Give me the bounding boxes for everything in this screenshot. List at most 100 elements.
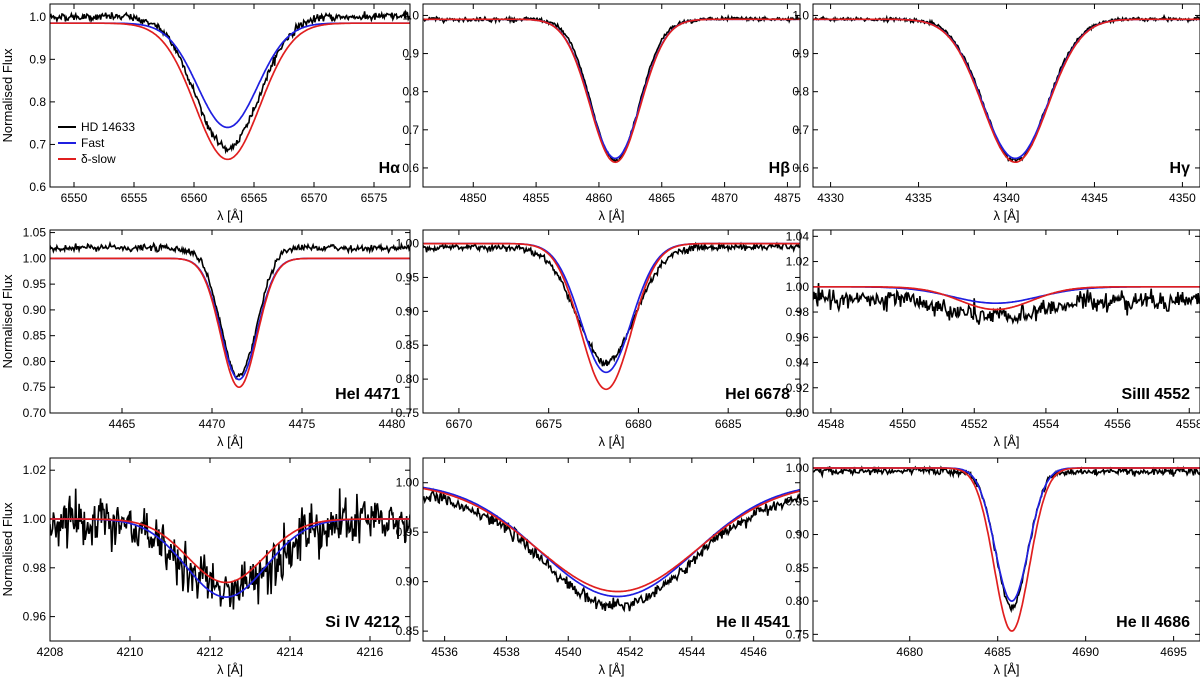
panel-8: 4536 4538 4540 4542 4544 4546 0.85 0.90 0.95 1.00… xyxy=(396,457,801,677)
x-axis-label: λ [Å] xyxy=(598,208,624,223)
x-tick-label: 4214 xyxy=(277,645,304,659)
series-slow-line xyxy=(50,257,410,389)
series-observed-line xyxy=(50,488,410,610)
x-tick-label: 4546 xyxy=(740,645,767,659)
x-tick-label: 4465 xyxy=(109,417,136,431)
series-group xyxy=(813,283,1200,325)
y-tick-label: 0.90 xyxy=(786,528,810,542)
y-tick-label: 0.90 xyxy=(23,303,47,317)
y-tick-label: 1.04 xyxy=(786,229,810,243)
y-tick-label: 0.6 xyxy=(402,161,419,175)
plot-frame xyxy=(422,457,801,642)
x-tick-label: 4210 xyxy=(117,645,144,659)
x-tick-label: 6555 xyxy=(121,191,148,205)
panel-title: Si IV 4212 xyxy=(325,614,400,631)
y-tick-label: 0.95 xyxy=(23,277,47,291)
series-observed-line xyxy=(813,13,1200,163)
y-tick-label: 0.80 xyxy=(396,372,420,386)
plot-frame xyxy=(422,3,801,188)
y-tick-label: 0.8 xyxy=(792,85,809,99)
y-axis-label: Normalised Flux xyxy=(0,48,15,142)
x-tick-label: 4695 xyxy=(1160,645,1187,659)
series-observed-line xyxy=(50,240,410,380)
panel-title: HeI 6678 xyxy=(725,386,790,403)
y-axis-label: Normalised Flux xyxy=(0,274,15,368)
y-tick-label: 1.00 xyxy=(786,280,810,294)
x-axis-label: λ [Å] xyxy=(993,434,1019,449)
x-tick-label: 4480 xyxy=(379,417,406,431)
panel-5: 6670 6675 6680 6685 0.75 0.80 0.85 0.90 0.95 1.00… xyxy=(396,229,801,449)
y-tick-label: 0.96 xyxy=(786,330,810,344)
y-tick-label: 0.6 xyxy=(792,161,809,175)
y-tick-label: 0.90 xyxy=(396,304,420,318)
y-tick-label: 0.98 xyxy=(23,561,47,575)
x-tick-label: 4208 xyxy=(37,645,64,659)
series-fast-line xyxy=(813,467,1200,602)
x-tick-label: 4538 xyxy=(493,645,520,659)
x-tick-label: 6570 xyxy=(301,191,328,205)
x-tick-label: 4680 xyxy=(896,645,923,659)
x-tick-label: 4350 xyxy=(1169,191,1196,205)
y-tick-label: 0.9 xyxy=(29,52,46,66)
series-slow-line xyxy=(813,467,1200,632)
series-fast-line xyxy=(423,242,800,374)
plot-frame xyxy=(812,457,1200,642)
series-slow-line xyxy=(423,18,800,164)
y-tick-label: 1.02 xyxy=(786,255,810,269)
y-tick-label: 0.90 xyxy=(786,406,810,420)
x-tick-label: 4475 xyxy=(289,417,316,431)
y-tick-label: 0.85 xyxy=(396,624,420,638)
y-tick-label: 0.90 xyxy=(396,575,420,589)
series-group xyxy=(50,9,410,161)
y-tick-label: 0.75 xyxy=(786,627,810,641)
y-tick-label: 0.6 xyxy=(29,180,46,194)
x-tick-label: 4335 xyxy=(905,191,932,205)
x-tick-label: 4536 xyxy=(431,645,458,659)
y-tick-label: 0.96 xyxy=(23,610,47,624)
series-slow-line xyxy=(423,487,800,593)
series-observed-line xyxy=(423,487,800,613)
y-tick-label: 1.00 xyxy=(786,461,810,475)
y-tick-label: 0.85 xyxy=(786,561,810,575)
y-axis-label: Normalised Flux xyxy=(0,502,15,596)
panel-title: Hγ xyxy=(1170,160,1191,177)
legend-label: δ-slow xyxy=(81,152,116,166)
series-slow-line xyxy=(813,18,1200,164)
y-tick-label: 1.02 xyxy=(23,463,47,477)
panel-4: 4465 4470 4475 4480 0.70 0.75 0.80 0.85 0.90 0.95… xyxy=(0,226,411,449)
series-observed-line xyxy=(813,465,1200,614)
y-tick-label: 0.75 xyxy=(23,380,47,394)
y-tick-label: 0.8 xyxy=(402,85,419,99)
x-axis-label: λ [Å] xyxy=(993,208,1019,223)
x-tick-label: 4850 xyxy=(460,191,487,205)
x-tick-label: 4540 xyxy=(555,645,582,659)
series-slow-line xyxy=(50,22,410,161)
y-tick-label: 0.80 xyxy=(786,594,810,608)
x-tick-label: 6550 xyxy=(61,191,88,205)
panel-title: He II 4541 xyxy=(716,614,790,631)
x-axis-label: λ [Å] xyxy=(217,434,243,449)
x-tick-label: 4470 xyxy=(199,417,226,431)
panel-title: He II 4686 xyxy=(1116,614,1190,631)
panel-6: 4548 4550 4552 4554 4556 4558 0.90 0.92 0.94 0.96… xyxy=(786,229,1200,449)
y-tick-label: 1.00 xyxy=(23,251,47,265)
y-tick-label: 0.94 xyxy=(786,356,810,370)
y-tick-label: 1.0 xyxy=(29,10,46,24)
x-tick-label: 6565 xyxy=(241,191,268,205)
series-group xyxy=(813,13,1200,164)
x-tick-label: 4685 xyxy=(984,645,1011,659)
x-tick-label: 6685 xyxy=(715,417,742,431)
x-axis-label: λ [Å] xyxy=(217,662,243,677)
y-tick-label: 0.98 xyxy=(786,305,810,319)
x-tick-label: 4550 xyxy=(889,417,916,431)
y-tick-label: 0.70 xyxy=(23,406,47,420)
x-tick-label: 4212 xyxy=(197,645,224,659)
y-tick-label: 0.85 xyxy=(23,329,47,343)
plot-frame xyxy=(49,3,411,188)
y-tick-label: 1.00 xyxy=(23,512,47,526)
x-tick-label: 4870 xyxy=(711,191,738,205)
y-tick-label: 0.95 xyxy=(396,525,420,539)
x-tick-label: 6675 xyxy=(535,417,562,431)
panel-1: 6550 6555 6560 6565 6570 6575 0.6 0.7 0.8 0.9 1.0 H… xyxy=(0,3,411,223)
y-tick-label: 0.9 xyxy=(792,47,809,61)
